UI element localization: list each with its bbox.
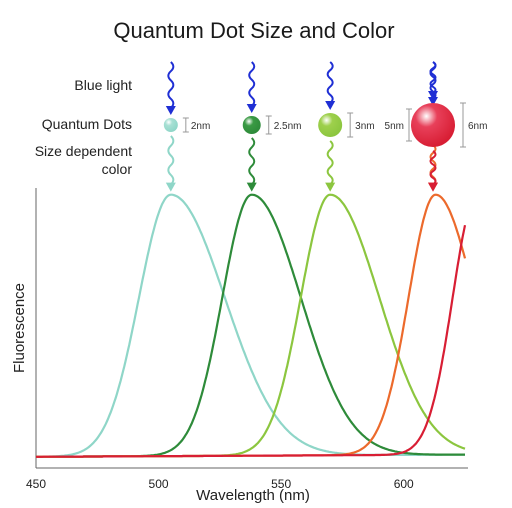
- x-tick-label: 550: [271, 477, 291, 491]
- quantum-dot: [411, 103, 455, 147]
- curves-group: [36, 193, 467, 458]
- color-label: color: [102, 161, 133, 177]
- emission-wave: [248, 137, 256, 186]
- dot-size-label: 6nm: [468, 121, 487, 132]
- size-bracket: [182, 117, 189, 133]
- chart-title: Quantum Dot Size and Color: [113, 18, 394, 43]
- emission-arrowhead: [428, 182, 438, 192]
- size-bracket: [460, 102, 466, 148]
- dot-size-label: 5nm: [385, 121, 404, 132]
- dot-size-label: 2nm: [191, 121, 210, 132]
- blue-light-label: Blue light: [74, 77, 132, 93]
- dot-size-label: 2.5nm: [274, 121, 302, 132]
- series-line: [36, 193, 465, 458]
- dot-size-label: 3nm: [355, 121, 374, 132]
- emission-arrowhead: [165, 182, 176, 192]
- quantum-dot: [242, 116, 261, 134]
- series-line: [36, 193, 465, 458]
- x-tick-label: 600: [394, 477, 414, 491]
- blue-light-arrowhead: [428, 91, 438, 100]
- blue-light-arrowhead: [246, 104, 257, 113]
- size-bracket: [406, 108, 412, 142]
- quantum-dot: [318, 113, 343, 137]
- series-line: [36, 224, 467, 458]
- series-line: [36, 193, 467, 458]
- size-dependent-label: Size dependent: [35, 143, 132, 159]
- emission-arrowhead: [325, 182, 336, 192]
- x-ticks-group: 450 500 550 600: [26, 477, 414, 491]
- blue-light-arrow: [326, 61, 334, 104]
- size-bracket: [265, 115, 272, 135]
- emission-wave: [167, 135, 175, 186]
- emission-wave: [429, 150, 437, 186]
- emission-wave: [326, 140, 334, 186]
- markers-group: 2nm 2.5nm 3nm 5nm 6nm: [163, 61, 487, 192]
- blue-light-arrow: [167, 61, 175, 109]
- quantum-dot: [163, 118, 178, 132]
- blue-light-arrowhead: [165, 106, 176, 115]
- x-tick-label: 500: [149, 477, 169, 491]
- x-tick-label: 450: [26, 477, 46, 491]
- blue-light-arrow: [429, 61, 437, 94]
- blue-light-arrowhead: [428, 97, 438, 106]
- series-line: [36, 193, 466, 458]
- x-axis-label: Wavelength (nm): [196, 487, 310, 504]
- size-bracket: [347, 112, 354, 138]
- blue-light-arrow: [248, 61, 256, 107]
- quantum-dots-label: Quantum Dots: [42, 116, 132, 132]
- y-axis-label: Fluorescence: [11, 283, 28, 373]
- emission-arrowhead: [246, 182, 257, 192]
- blue-light-arrowhead: [325, 101, 336, 110]
